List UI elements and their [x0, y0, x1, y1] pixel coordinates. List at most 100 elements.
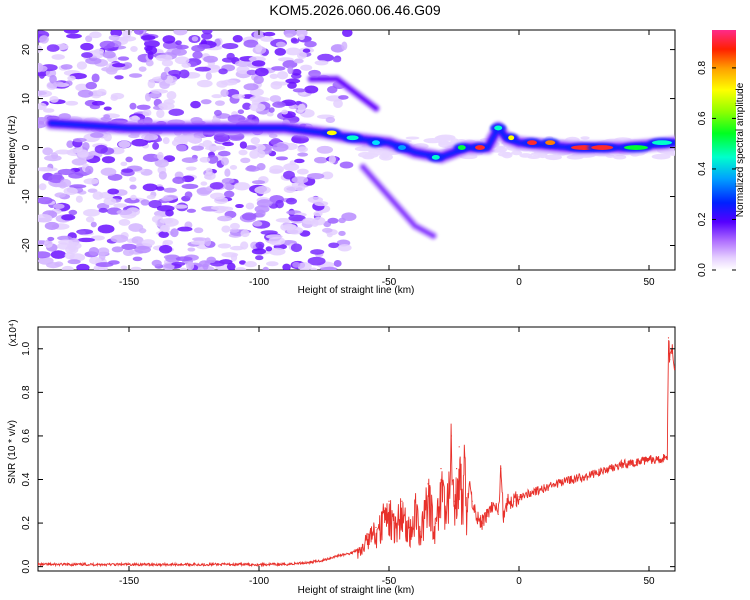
heatmap-cell: [140, 199, 150, 206]
heatmap-cell: [129, 176, 137, 182]
heatmap-cell: [42, 108, 55, 113]
heatmap-cell: [490, 149, 506, 153]
heatmap-cell: [91, 100, 105, 106]
heatmap-cell: [57, 235, 73, 241]
heatmap-cell: [160, 72, 168, 81]
heatmap-cell: [545, 140, 556, 146]
snr-data-point: [658, 459, 661, 461]
heatmap-cell: [316, 145, 334, 154]
heatmap-cell: [275, 199, 284, 209]
colorbar-tick-label: 0.6: [697, 111, 708, 125]
heatmap-cell: [291, 68, 302, 76]
heatmap-cell: [76, 263, 90, 270]
heatmap-cell: [372, 140, 380, 146]
heatmap-cell: [155, 186, 165, 191]
snr-data-point: [482, 522, 484, 524]
heatmap-cell: [98, 207, 108, 213]
snr-xlabel: Height of straight line (km): [298, 585, 415, 596]
heatmap-cell: [255, 44, 263, 53]
heatmap-cell: [221, 225, 231, 233]
heatmap-cell: [190, 240, 209, 245]
heatmap-cell: [229, 165, 238, 170]
heatmap-cell: [147, 51, 154, 60]
heatmap-cell: [256, 199, 273, 208]
heatmap-cell: [158, 231, 169, 238]
snr-data-point: [666, 457, 668, 459]
heatmap-cell: [288, 214, 306, 222]
heatmap-cell: [151, 259, 162, 267]
heatmap-cell: [297, 262, 312, 270]
heatmap-cell: [227, 114, 246, 124]
snr-data-point: [440, 468, 442, 470]
heatmap-cell: [251, 248, 267, 255]
heatmap-cell: [224, 168, 231, 177]
heatmap-cell: [205, 72, 212, 80]
heatmap-cell: [47, 236, 55, 241]
heatmap-cell: [136, 104, 151, 110]
heatmap-cell: [260, 230, 278, 235]
snr-data-point: [383, 511, 385, 513]
heatmap-cell: [222, 141, 234, 147]
heatmap-cell: [202, 139, 213, 148]
heatmap-cell: [162, 35, 176, 44]
heatmap-cell: [224, 190, 235, 198]
heatmap-cell: [255, 255, 264, 261]
heatmap-cell: [266, 261, 279, 267]
heatmap-cell: [159, 218, 174, 224]
heatmap-cell: [118, 219, 131, 226]
snr-data-point: [427, 483, 429, 485]
heatmap-cell: [511, 150, 523, 156]
heatmap-cell: [338, 230, 346, 236]
heatmap-cell: [297, 152, 309, 157]
heatmap-cell: [282, 263, 291, 270]
snr-data-point: [487, 511, 489, 513]
heatmap-cell: [110, 94, 119, 101]
heatmap-cell: [333, 259, 342, 267]
heatmap-cell: [129, 102, 137, 110]
heatmap-cell: [57, 168, 75, 176]
heatmap-cell: [290, 38, 300, 44]
snr-data-point: [570, 478, 572, 481]
y-tick-label: 20: [21, 44, 32, 56]
heatmap-cell: [494, 125, 503, 131]
y-tick-label: -10: [21, 189, 32, 204]
heatmap-cell: [221, 178, 235, 184]
heatmap-cell: [178, 69, 190, 79]
heatmap-cell: [238, 260, 247, 265]
heatmap-cell: [186, 208, 197, 213]
heatmap-cell: [266, 111, 274, 117]
snr-ticks: -150 -100 -50 0 50 0.0 0.2 0.4 0.6 0.8 1.0: [21, 327, 675, 587]
heatmap-cell: [66, 33, 82, 39]
heatmap-cell: [501, 151, 513, 159]
heatmap-cell: [236, 65, 250, 75]
snr-data-point: [409, 526, 411, 529]
heatmap-cell: [234, 267, 247, 270]
heatmap-cell: [292, 261, 301, 268]
heatmap-cell: [38, 62, 44, 72]
snr-data-point: [336, 555, 338, 557]
heatmap-cell: [186, 261, 195, 270]
snr-data-point: [531, 491, 533, 494]
heatmap-cell: [49, 95, 59, 103]
heatmap-cell: [310, 267, 318, 270]
heatmap-cell: [131, 138, 149, 147]
heatmap-cell: [48, 174, 65, 184]
heatmap-cell: [326, 232, 333, 238]
heatmap-cell: [325, 116, 336, 123]
y-tick-label: -20: [21, 238, 32, 253]
snr-data-point: [367, 533, 369, 535]
heatmap-cell: [141, 133, 159, 141]
heatmap-cell: [171, 261, 186, 267]
heatmap-cell: [251, 60, 266, 67]
heatmap-cell: [108, 260, 120, 265]
heatmap-cell: [100, 167, 117, 176]
heatmap-cell: [97, 247, 110, 256]
heatmap-cell: [285, 78, 301, 84]
heatmap-cell: [156, 109, 165, 119]
heatmap-cell: [142, 109, 152, 117]
heatmap-cell: [291, 176, 309, 184]
snr-data-point: [419, 531, 421, 533]
heatmap-cell: [140, 35, 156, 41]
heatmap-cell: [174, 56, 190, 65]
snr-ylabel: SNR (10 * v/v): [7, 420, 18, 484]
